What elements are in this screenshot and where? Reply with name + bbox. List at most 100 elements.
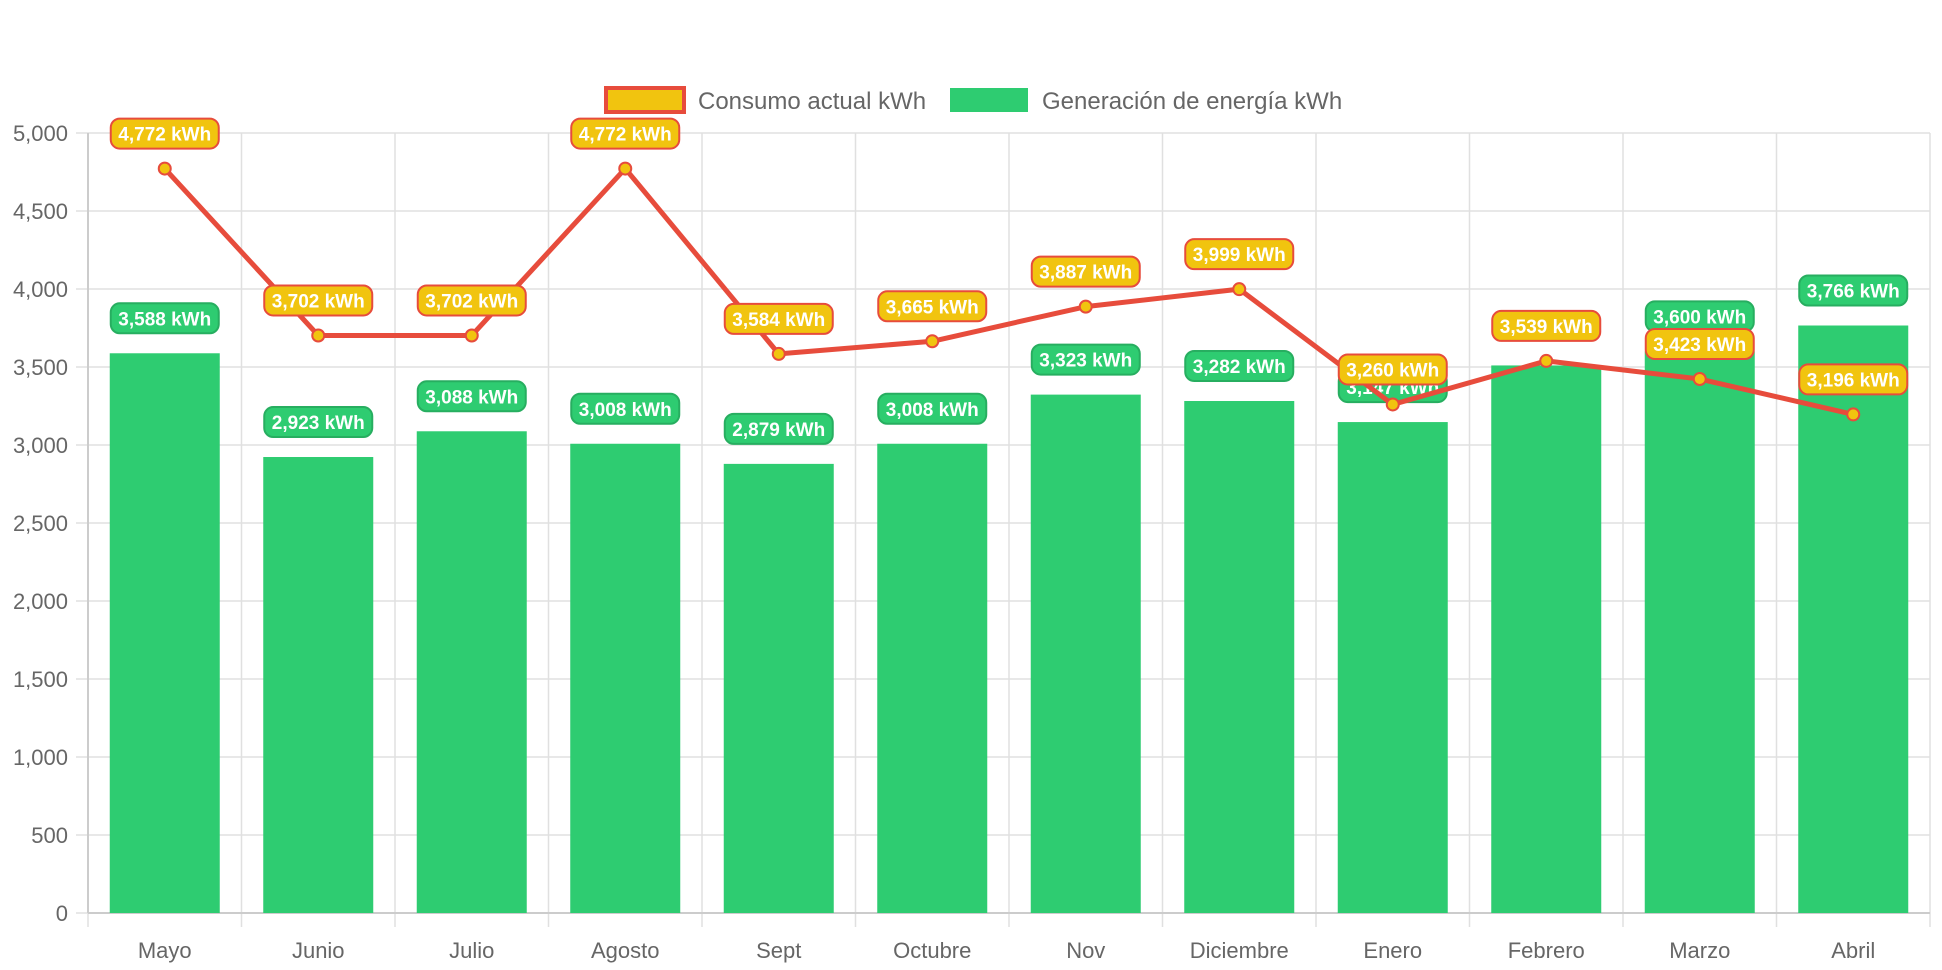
x-tick-label: Agosto	[591, 938, 660, 963]
bar[interactable]	[109, 353, 220, 914]
y-tick-label: 0	[56, 901, 68, 926]
legend-label-generacion[interactable]: Generación de energía kWh	[1042, 88, 1342, 115]
bar[interactable]	[723, 463, 834, 913]
line-data-label-bg	[263, 284, 374, 317]
line-data-label: 3,702 kWh	[416, 284, 527, 317]
line-point[interactable]	[771, 346, 786, 361]
line-data-label: 3,196 kWh	[1798, 363, 1909, 396]
line-data-label-text: 3,196 kWh	[1807, 370, 1900, 391]
line-point[interactable]	[925, 334, 940, 349]
line-point[interactable]	[1692, 372, 1707, 387]
line-data-label: 4,772 kWh	[109, 117, 220, 150]
line-data-label-text: 3,887 kWh	[1039, 263, 1132, 284]
bar-data-label-bg	[1184, 350, 1295, 383]
y-tick-label: 4,000	[13, 277, 68, 302]
line-data-label-bg	[1030, 255, 1141, 288]
bar-data-label: 3,008 kWh	[877, 392, 988, 425]
bar-data-label-bg	[877, 392, 988, 425]
bar-data-label-bg	[723, 412, 834, 445]
bar[interactable]	[1491, 365, 1602, 913]
line-data-label-bg	[1337, 353, 1448, 386]
bar[interactable]	[263, 457, 374, 913]
bar-data-label-bg	[109, 302, 220, 335]
bar-data-label-bg	[570, 392, 681, 425]
bar-data-label-text: 3,600 kWh	[1653, 307, 1746, 328]
x-tick-label: Sept	[756, 938, 801, 963]
line-point[interactable]	[618, 161, 633, 176]
line-data-label-bg	[1644, 328, 1755, 361]
line-data-label-text: 3,260 kWh	[1346, 360, 1439, 381]
bar[interactable]	[1184, 401, 1295, 913]
bar-data-label: 3,088 kWh	[416, 380, 527, 413]
line-data-label-text: 3,584 kWh	[732, 310, 825, 331]
legend-swatch-generacion[interactable]	[950, 88, 1028, 112]
line-point[interactable]	[1078, 299, 1093, 314]
bar-data-label-text: 3,766 kWh	[1807, 282, 1900, 303]
line-point[interactable]	[464, 328, 479, 343]
bar-data-label: 3,323 kWh	[1030, 343, 1141, 376]
line-data-label: 3,887 kWh	[1030, 255, 1141, 288]
line-data-label: 3,999 kWh	[1184, 238, 1295, 271]
line-data-label-text: 3,665 kWh	[886, 297, 979, 318]
y-tick-label: 3,000	[13, 433, 68, 458]
y-tick-label: 1,500	[13, 667, 68, 692]
y-axis: 0 500 1,000 1,500 2,000 2,500 3,000 3,500 4,000 4…	[13, 121, 89, 926]
bar-data-label-text: 3,008 kWh	[579, 400, 672, 421]
x-tick-label: Enero	[1363, 938, 1422, 963]
line-point[interactable]	[157, 161, 172, 176]
bar[interactable]	[1030, 394, 1141, 913]
x-tick-label: Julio	[449, 938, 494, 963]
line-data-label-bg	[877, 290, 988, 323]
consumption-line-path	[162, 166, 1854, 417]
bar[interactable]	[1337, 422, 1448, 913]
bar[interactable]	[1798, 325, 1909, 913]
x-tick-label: Diciembre	[1190, 938, 1289, 963]
line-data-label: 3,260 kWh	[1337, 353, 1448, 386]
line-point[interactable]	[1232, 282, 1247, 297]
bar-data-label-bg	[1798, 274, 1909, 307]
y-tick-label: 5,000	[13, 121, 68, 146]
bars	[109, 325, 1909, 914]
y-tick-label: 3,500	[13, 355, 68, 380]
x-tick-label: Octubre	[893, 938, 971, 963]
line-data-label-bg	[109, 117, 220, 150]
line-data-label-text: 3,999 kWh	[1193, 245, 1286, 266]
bar-data-label-text: 3,323 kWh	[1039, 351, 1132, 372]
bar-data-label-text: 3,008 kWh	[886, 400, 979, 421]
y-tick-label: 4,500	[13, 199, 68, 224]
line-data-label-bg	[570, 117, 681, 150]
line-point[interactable]	[1539, 353, 1554, 368]
legend-swatch-consumo[interactable]	[604, 86, 686, 114]
legend-label-consumo[interactable]: Consumo actual kWh	[698, 88, 926, 115]
bar[interactable]	[570, 443, 681, 913]
line-data-label-text: 3,702 kWh	[425, 291, 518, 312]
legend: Consumo actual kWh Generación de energía…	[604, 86, 1342, 115]
line-point[interactable]	[1385, 397, 1400, 412]
bar[interactable]	[416, 431, 527, 913]
bar-data-label: 2,879 kWh	[723, 412, 834, 445]
line-point[interactable]	[1846, 407, 1861, 422]
bar-data-label-text: 2,923 kWh	[272, 413, 365, 434]
bar-data-label-bg	[1030, 343, 1141, 376]
x-axis: Mayo Junio Julio Agosto Sept Octubre Nov Diciem…	[88, 912, 1930, 963]
bar[interactable]	[1644, 351, 1755, 913]
bar-data-label: 3,008 kWh	[570, 392, 681, 425]
line-data-label-bg	[1798, 363, 1909, 396]
y-tick-label: 2,500	[13, 511, 68, 536]
bar[interactable]	[877, 443, 988, 913]
bar-data-label: 3,588 kWh	[109, 302, 220, 335]
y-tick-label: 2,000	[13, 589, 68, 614]
line-data-label-text: 4,772 kWh	[579, 125, 672, 146]
line-point[interactable]	[311, 328, 326, 343]
x-tick-label: Abril	[1831, 938, 1875, 963]
bar-data-label-bg	[263, 406, 374, 439]
line-data-label-text: 4,772 kWh	[118, 125, 211, 146]
bar-data-label-text: 3,088 kWh	[425, 387, 518, 408]
x-tick-label: Nov	[1066, 938, 1105, 963]
y-tick-label: 1,000	[13, 745, 68, 770]
line-data-label: 4,772 kWh	[570, 117, 681, 150]
line-data-label-bg	[416, 284, 527, 317]
line-data-label: 3,702 kWh	[263, 284, 374, 317]
x-tick-label: Febrero	[1508, 938, 1585, 963]
